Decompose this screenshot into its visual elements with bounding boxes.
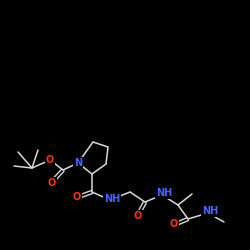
Text: NH: NH: [202, 206, 218, 216]
Text: NH: NH: [156, 188, 172, 198]
Text: O: O: [170, 219, 178, 229]
Text: NH: NH: [104, 194, 120, 204]
Text: O: O: [73, 192, 81, 202]
Text: O: O: [48, 178, 56, 188]
Text: O: O: [46, 155, 54, 165]
Text: O: O: [134, 211, 142, 221]
Text: N: N: [74, 158, 82, 168]
